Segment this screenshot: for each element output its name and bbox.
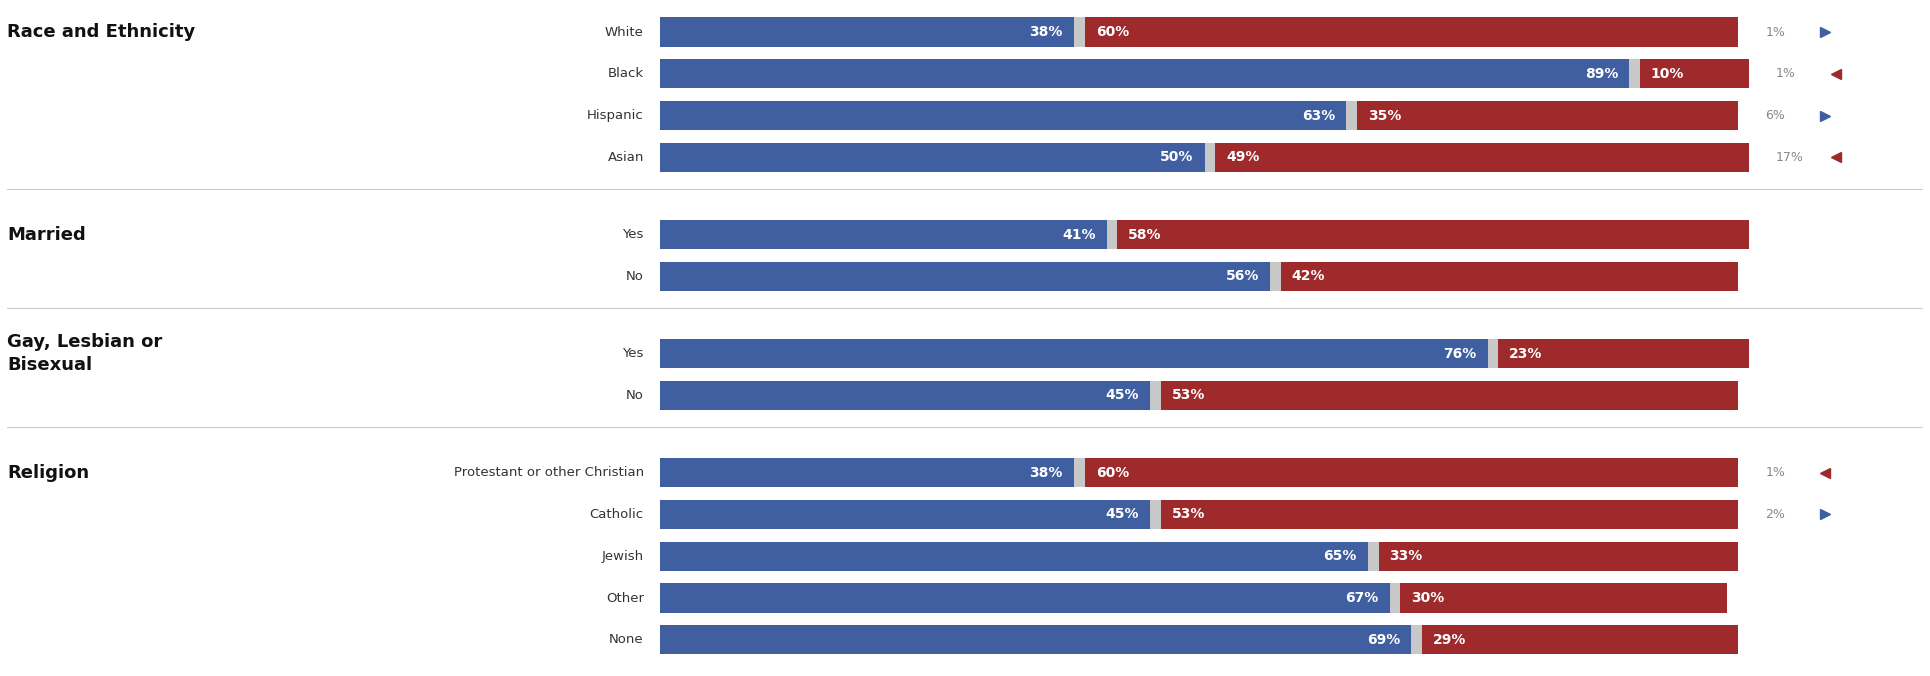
Text: Gay, Lesbian or
Bisexual: Gay, Lesbian or Bisexual: [8, 333, 162, 375]
Text: None: None: [610, 633, 645, 646]
Text: 1%: 1%: [1766, 466, 1785, 479]
Bar: [1629, 59, 1640, 89]
Text: 33%: 33%: [1390, 550, 1422, 563]
Bar: [1085, 458, 1739, 487]
Text: 17%: 17%: [1776, 151, 1805, 164]
Text: Asian: Asian: [608, 151, 645, 164]
Text: Married: Married: [8, 226, 85, 243]
Bar: [660, 381, 1150, 410]
Bar: [660, 458, 1073, 487]
Text: 53%: 53%: [1172, 389, 1204, 402]
Bar: [1411, 625, 1422, 654]
Bar: [1368, 541, 1378, 571]
Text: Other: Other: [606, 592, 645, 604]
Bar: [1357, 101, 1739, 130]
Text: 30%: 30%: [1411, 591, 1446, 605]
Text: 58%: 58%: [1129, 228, 1162, 241]
Bar: [1378, 541, 1739, 571]
Bar: [1085, 18, 1739, 47]
Text: 38%: 38%: [1029, 25, 1063, 39]
Text: 53%: 53%: [1172, 508, 1204, 521]
Bar: [1117, 220, 1749, 249]
Text: 60%: 60%: [1096, 25, 1129, 39]
Bar: [660, 500, 1150, 529]
Bar: [660, 59, 1629, 89]
Bar: [660, 143, 1204, 172]
Text: Jewish: Jewish: [602, 550, 645, 562]
Text: 23%: 23%: [1509, 347, 1542, 361]
Bar: [1204, 143, 1216, 172]
Bar: [1216, 143, 1749, 172]
Text: 45%: 45%: [1106, 508, 1139, 521]
Bar: [660, 262, 1270, 291]
Text: 1%: 1%: [1766, 26, 1785, 39]
Bar: [660, 339, 1488, 368]
Bar: [1282, 262, 1739, 291]
Text: 2%: 2%: [1766, 508, 1785, 521]
Text: 6%: 6%: [1766, 109, 1785, 122]
Text: 45%: 45%: [1106, 389, 1139, 402]
Text: 1%: 1%: [1776, 68, 1797, 80]
Bar: [1422, 625, 1739, 654]
Text: 56%: 56%: [1226, 269, 1258, 283]
Bar: [1150, 381, 1162, 410]
Bar: [660, 18, 1073, 47]
Bar: [1073, 458, 1085, 487]
Text: Hispanic: Hispanic: [587, 109, 645, 122]
Text: 10%: 10%: [1650, 67, 1685, 81]
Text: 60%: 60%: [1096, 466, 1129, 480]
Text: White: White: [604, 26, 645, 39]
Text: 42%: 42%: [1291, 269, 1326, 283]
Bar: [1150, 500, 1162, 529]
Text: 69%: 69%: [1366, 633, 1401, 647]
Text: Race and Ethnicity: Race and Ethnicity: [8, 23, 195, 41]
Text: No: No: [625, 389, 645, 402]
Bar: [1390, 583, 1401, 612]
Bar: [660, 583, 1390, 612]
Text: 65%: 65%: [1324, 550, 1357, 563]
Bar: [1270, 262, 1282, 291]
Text: Yes: Yes: [623, 228, 645, 241]
Bar: [660, 220, 1106, 249]
Text: 63%: 63%: [1303, 109, 1336, 122]
Text: 67%: 67%: [1345, 591, 1378, 605]
Text: No: No: [625, 270, 645, 283]
Text: Protestant or other Christian: Protestant or other Christian: [454, 466, 645, 479]
Bar: [1073, 18, 1085, 47]
Text: 89%: 89%: [1585, 67, 1617, 81]
Bar: [1640, 59, 1749, 89]
Bar: [1498, 339, 1749, 368]
Bar: [1162, 500, 1739, 529]
Bar: [660, 625, 1411, 654]
Text: 35%: 35%: [1368, 109, 1401, 122]
Bar: [660, 101, 1345, 130]
Text: 41%: 41%: [1062, 228, 1096, 241]
Text: 76%: 76%: [1444, 347, 1476, 361]
Text: 50%: 50%: [1160, 150, 1193, 164]
Text: 29%: 29%: [1434, 633, 1467, 647]
Text: 38%: 38%: [1029, 466, 1063, 480]
Bar: [1106, 220, 1117, 249]
Text: Black: Black: [608, 68, 645, 80]
Bar: [1162, 381, 1739, 410]
Bar: [1488, 339, 1498, 368]
Text: 49%: 49%: [1226, 150, 1260, 164]
Text: Religion: Religion: [8, 464, 89, 482]
Text: Yes: Yes: [623, 347, 645, 360]
Bar: [1401, 583, 1727, 612]
Bar: [660, 541, 1368, 571]
Bar: [1345, 101, 1357, 130]
Text: Catholic: Catholic: [591, 508, 645, 521]
